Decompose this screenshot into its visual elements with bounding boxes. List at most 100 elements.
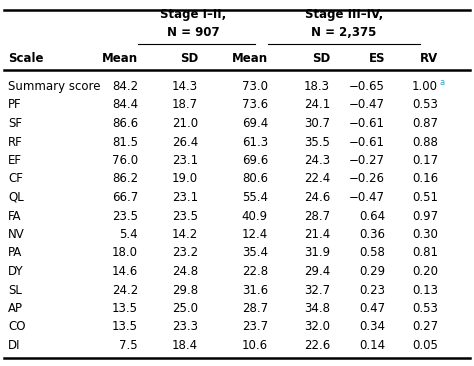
Text: −0.47: −0.47: [349, 98, 385, 112]
Text: 23.5: 23.5: [112, 209, 138, 223]
Text: 14.3: 14.3: [172, 80, 198, 93]
Text: 21.4: 21.4: [304, 228, 330, 241]
Text: 5.4: 5.4: [119, 228, 138, 241]
Text: 10.6: 10.6: [242, 339, 268, 352]
Text: 0.13: 0.13: [412, 284, 438, 296]
Text: 73.0: 73.0: [242, 80, 268, 93]
Text: 35.5: 35.5: [304, 135, 330, 149]
Text: Mean: Mean: [102, 52, 138, 65]
Text: 32.0: 32.0: [304, 321, 330, 333]
Text: 76.0: 76.0: [112, 154, 138, 167]
Text: 18.7: 18.7: [172, 98, 198, 112]
Text: 18.3: 18.3: [304, 80, 330, 93]
Text: 0.05: 0.05: [412, 339, 438, 352]
Text: CO: CO: [8, 321, 26, 333]
Text: 0.87: 0.87: [412, 117, 438, 130]
Text: 23.2: 23.2: [172, 246, 198, 259]
Text: 55.4: 55.4: [242, 191, 268, 204]
Text: 18.0: 18.0: [112, 246, 138, 259]
Text: 0.53: 0.53: [412, 98, 438, 112]
Text: Stage I–II,: Stage I–II,: [160, 8, 226, 21]
Text: 22.6: 22.6: [304, 339, 330, 352]
Text: 0.27: 0.27: [412, 321, 438, 333]
Text: 24.6: 24.6: [304, 191, 330, 204]
Text: 25.0: 25.0: [172, 302, 198, 315]
Text: −0.65: −0.65: [349, 80, 385, 93]
Text: −0.27: −0.27: [349, 154, 385, 167]
Text: CF: CF: [8, 172, 23, 186]
Text: 24.2: 24.2: [112, 284, 138, 296]
Text: SL: SL: [8, 284, 22, 296]
Text: 84.4: 84.4: [112, 98, 138, 112]
Text: 23.3: 23.3: [172, 321, 198, 333]
Text: 14.2: 14.2: [172, 228, 198, 241]
Text: 7.5: 7.5: [119, 339, 138, 352]
Text: 24.1: 24.1: [304, 98, 330, 112]
Text: 0.88: 0.88: [412, 135, 438, 149]
Text: 22.4: 22.4: [304, 172, 330, 186]
Text: 14.6: 14.6: [112, 265, 138, 278]
Text: −0.26: −0.26: [349, 172, 385, 186]
Text: 69.6: 69.6: [242, 154, 268, 167]
Text: RF: RF: [8, 135, 23, 149]
Text: 13.5: 13.5: [112, 321, 138, 333]
Text: 0.64: 0.64: [359, 209, 385, 223]
Text: 29.4: 29.4: [304, 265, 330, 278]
Text: FA: FA: [8, 209, 21, 223]
Text: DY: DY: [8, 265, 24, 278]
Text: 80.6: 80.6: [242, 172, 268, 186]
Text: NV: NV: [8, 228, 25, 241]
Text: 32.7: 32.7: [304, 284, 330, 296]
Text: 12.4: 12.4: [242, 228, 268, 241]
Text: 0.16: 0.16: [412, 172, 438, 186]
Text: SD: SD: [312, 52, 330, 65]
Text: 84.2: 84.2: [112, 80, 138, 93]
Text: 86.6: 86.6: [112, 117, 138, 130]
Text: 18.4: 18.4: [172, 339, 198, 352]
Text: AP: AP: [8, 302, 23, 315]
Text: 31.9: 31.9: [304, 246, 330, 259]
Text: QL: QL: [8, 191, 24, 204]
Text: 81.5: 81.5: [112, 135, 138, 149]
Text: 73.6: 73.6: [242, 98, 268, 112]
Text: 23.7: 23.7: [242, 321, 268, 333]
Text: PF: PF: [8, 98, 22, 112]
Text: 26.4: 26.4: [172, 135, 198, 149]
Text: 1.00: 1.00: [412, 80, 438, 93]
Text: SD: SD: [180, 52, 198, 65]
Text: a: a: [440, 78, 445, 87]
Text: 69.4: 69.4: [242, 117, 268, 130]
Text: 31.6: 31.6: [242, 284, 268, 296]
Text: 13.5: 13.5: [112, 302, 138, 315]
Text: 0.14: 0.14: [359, 339, 385, 352]
Text: N = 2,375: N = 2,375: [311, 26, 377, 39]
Text: Summary score: Summary score: [8, 80, 100, 93]
Text: 34.8: 34.8: [304, 302, 330, 315]
Text: 24.8: 24.8: [172, 265, 198, 278]
Text: DI: DI: [8, 339, 20, 352]
Text: EF: EF: [8, 154, 22, 167]
Text: 0.58: 0.58: [359, 246, 385, 259]
Text: RV: RV: [420, 52, 438, 65]
Text: 35.4: 35.4: [242, 246, 268, 259]
Text: −0.61: −0.61: [349, 117, 385, 130]
Text: N = 907: N = 907: [167, 26, 219, 39]
Text: 29.8: 29.8: [172, 284, 198, 296]
Text: 0.17: 0.17: [412, 154, 438, 167]
Text: 0.47: 0.47: [359, 302, 385, 315]
Text: 0.81: 0.81: [412, 246, 438, 259]
Text: ES: ES: [368, 52, 385, 65]
Text: PA: PA: [8, 246, 22, 259]
Text: SF: SF: [8, 117, 22, 130]
Text: 61.3: 61.3: [242, 135, 268, 149]
Text: 30.7: 30.7: [304, 117, 330, 130]
Text: 23.1: 23.1: [172, 191, 198, 204]
Text: 28.7: 28.7: [242, 302, 268, 315]
Text: 23.1: 23.1: [172, 154, 198, 167]
Text: 0.36: 0.36: [359, 228, 385, 241]
Text: 22.8: 22.8: [242, 265, 268, 278]
Text: 66.7: 66.7: [112, 191, 138, 204]
Text: 0.20: 0.20: [412, 265, 438, 278]
Text: 24.3: 24.3: [304, 154, 330, 167]
Text: 0.30: 0.30: [412, 228, 438, 241]
